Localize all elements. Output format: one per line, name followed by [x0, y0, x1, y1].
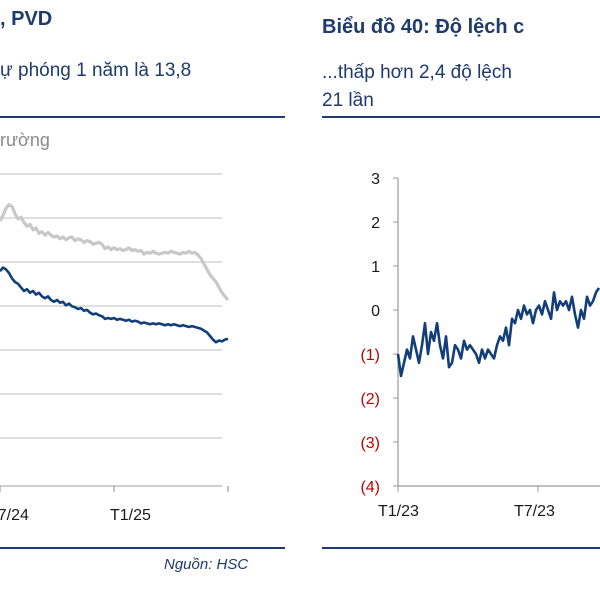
right-y-tick-label: 1: [371, 259, 380, 276]
right-chart-subtitle-line2: 21 lần: [322, 90, 374, 111]
right-x-ticks: T1/23 T7/23: [378, 503, 555, 520]
left-x-tick-label: T1/25: [110, 507, 151, 524]
right-y-tick-label: (2): [360, 391, 380, 408]
right-axes: [393, 177, 600, 492]
left-gridlines: [0, 173, 229, 492]
right-y-tick-label: (4): [360, 479, 380, 496]
left-chart-subtitle: ự phóng 1 năm là 13,8: [0, 60, 192, 81]
source-note: Nguồn: HSC: [164, 556, 249, 573]
left-series-group: [0, 203, 230, 344]
right-chart-title: Biểu đồ 40: Độ lệch c: [322, 16, 525, 38]
right-series-group: [396, 287, 600, 378]
left-x-tick-label: T7/24: [0, 507, 29, 524]
right-x-tick-label: T7/23: [514, 503, 555, 520]
right-y-tick-label: 3: [371, 171, 380, 188]
left-x-ticks: T7/24 T1/25: [0, 507, 151, 524]
right-y-tick-label: (3): [360, 435, 380, 452]
left-series-dark-line: [0, 266, 229, 344]
left-legend-label: rường: [0, 130, 50, 150]
left-series-light-line: [0, 203, 230, 302]
left-chart-title: , PVD: [0, 8, 53, 30]
right-x-tick-label: T1/23: [378, 503, 419, 520]
right-y-tick-label: 0: [371, 303, 380, 320]
right-chart-subtitle-line1: ...thấp hơn 2,4 độ lệch: [322, 62, 512, 83]
right-y-tick-label: 2: [371, 215, 380, 232]
right-y-ticks: 3 2 1 0 (1) (2) (3) (4): [360, 171, 380, 496]
right-series-line: [396, 287, 600, 378]
right-y-tick-label: (1): [360, 347, 380, 364]
